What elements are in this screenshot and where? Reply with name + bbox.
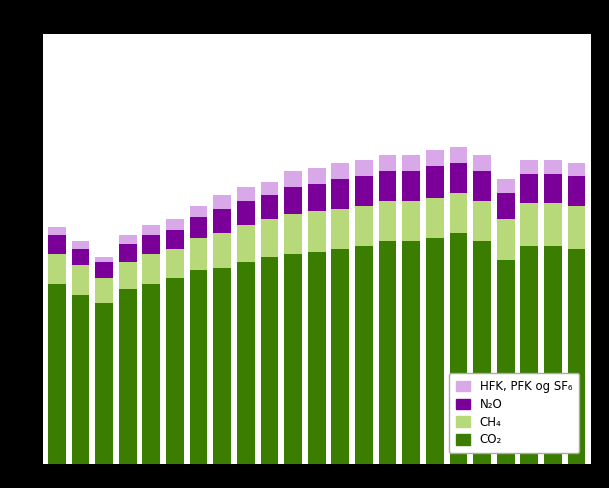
Bar <box>237 201 255 224</box>
Bar <box>72 241 90 249</box>
Bar <box>189 206 208 217</box>
Bar <box>426 198 444 238</box>
Bar <box>166 230 184 249</box>
Bar <box>426 149 444 165</box>
Bar <box>568 163 585 176</box>
Bar <box>213 195 231 208</box>
Bar <box>308 211 326 251</box>
Bar <box>449 192 467 233</box>
Bar <box>308 168 326 184</box>
Bar <box>544 203 561 246</box>
Bar <box>189 217 208 238</box>
Bar <box>261 257 278 464</box>
Bar <box>473 171 491 201</box>
Bar <box>544 160 561 174</box>
Bar <box>521 246 538 464</box>
Bar <box>544 174 561 203</box>
Bar <box>261 182 278 195</box>
Bar <box>568 249 585 464</box>
Bar <box>355 160 373 176</box>
Bar <box>331 208 349 249</box>
Bar <box>119 262 136 289</box>
Bar <box>213 208 231 233</box>
Bar <box>379 171 396 201</box>
Bar <box>95 303 113 464</box>
Bar <box>95 278 113 303</box>
Bar <box>48 284 66 464</box>
Bar <box>143 284 160 464</box>
Bar <box>521 160 538 174</box>
Bar <box>143 235 160 254</box>
Bar <box>568 206 585 249</box>
Bar <box>237 224 255 262</box>
Bar <box>449 163 467 192</box>
Bar <box>308 184 326 211</box>
Bar <box>237 262 255 464</box>
Bar <box>355 176 373 206</box>
Bar <box>143 254 160 284</box>
Bar <box>166 278 184 464</box>
Bar <box>497 220 515 260</box>
Bar <box>426 165 444 198</box>
Bar <box>497 192 515 219</box>
Bar <box>449 147 467 163</box>
Bar <box>379 241 396 464</box>
Bar <box>331 249 349 464</box>
Bar <box>284 254 302 464</box>
Bar <box>308 251 326 464</box>
Bar <box>189 238 208 270</box>
Bar <box>568 176 585 206</box>
Bar <box>72 265 90 294</box>
Bar <box>521 174 538 203</box>
Bar <box>261 195 278 219</box>
Bar <box>426 238 444 464</box>
Bar <box>521 203 538 246</box>
Bar <box>355 206 373 246</box>
Bar <box>284 214 302 254</box>
Bar <box>473 241 491 464</box>
Bar <box>166 249 184 278</box>
Bar <box>497 179 515 192</box>
Bar <box>237 187 255 201</box>
Bar <box>331 163 349 179</box>
Bar <box>497 260 515 464</box>
Legend: HFK, PFK og SF₆, N₂O, CH₄, CO₂: HFK, PFK og SF₆, N₂O, CH₄, CO₂ <box>449 373 579 453</box>
Bar <box>143 224 160 235</box>
Bar <box>95 263 113 278</box>
Bar <box>72 249 90 265</box>
Bar <box>261 219 278 257</box>
Bar <box>544 246 561 464</box>
Bar <box>284 187 302 214</box>
Bar <box>355 246 373 464</box>
Bar <box>331 179 349 208</box>
Bar <box>403 155 420 171</box>
Bar <box>48 227 66 235</box>
Bar <box>48 235 66 254</box>
Bar <box>48 254 66 284</box>
Bar <box>166 220 184 230</box>
Bar <box>379 155 396 171</box>
Bar <box>72 294 90 464</box>
Bar <box>213 233 231 267</box>
Bar <box>403 201 420 241</box>
Bar <box>403 171 420 201</box>
Bar <box>449 233 467 464</box>
Bar <box>95 257 113 262</box>
Bar <box>284 171 302 187</box>
Bar <box>403 241 420 464</box>
Bar <box>119 235 136 244</box>
Bar <box>473 155 491 171</box>
Bar <box>213 267 231 464</box>
Bar <box>119 244 136 262</box>
Bar <box>473 201 491 241</box>
Bar <box>189 270 208 464</box>
Bar <box>119 289 136 464</box>
Bar <box>379 201 396 241</box>
